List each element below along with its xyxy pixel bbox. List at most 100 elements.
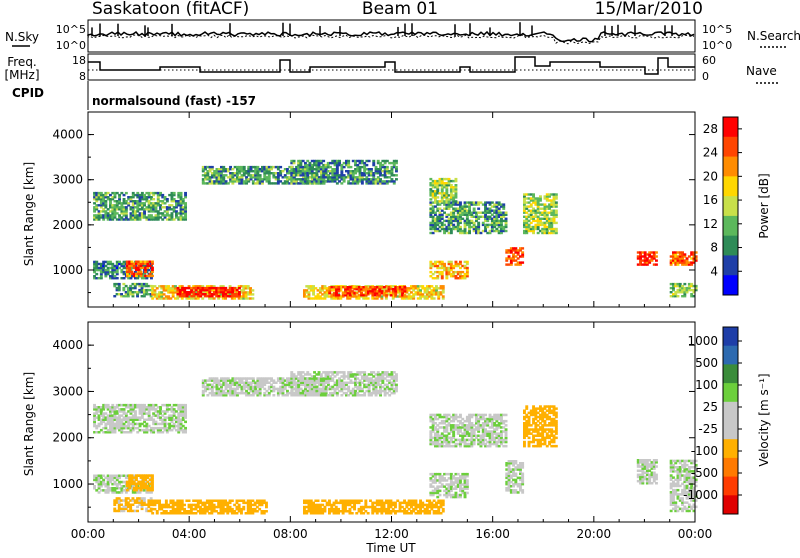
heatmap-cell: [229, 166, 232, 168]
heatmap-cell: [328, 290, 331, 292]
colorbar-tick-label: 24: [703, 146, 718, 160]
power-y-axis-label: Slant Range [km]: [22, 162, 36, 266]
heatmap-cell: [655, 255, 658, 257]
heatmap-cell: [279, 166, 282, 168]
heatmap-cell: [555, 214, 558, 216]
heatmap-cell: [140, 271, 143, 273]
heatmap-cell: [395, 174, 398, 176]
heatmap-cell: [448, 208, 451, 210]
colorbar-segment: [723, 176, 738, 196]
heatmap-cell: [466, 263, 469, 265]
colorbar-segment: [723, 236, 738, 256]
heatmap-cell: [247, 180, 250, 182]
heatmap-cell: [265, 510, 268, 513]
heatmap-cell: [125, 210, 128, 212]
heatmap-cell: [166, 210, 169, 212]
heatmap-cell: [368, 160, 371, 162]
heatmap-cell: [655, 259, 658, 261]
heatmap-cell: [312, 289, 315, 291]
nave-label: Nave: [746, 64, 777, 78]
heatmap-cell: [555, 193, 558, 195]
heatmap-cell: [436, 188, 439, 190]
heatmap-cell: [441, 214, 444, 216]
heatmap-cell: [231, 168, 234, 170]
heatmap-cell: [379, 178, 382, 180]
heatmap-cell: [343, 371, 346, 374]
heatmap-cell: [116, 277, 119, 279]
heatmap-cell: [184, 210, 187, 212]
heatmap-cell: [299, 162, 302, 164]
heatmap-cell: [93, 210, 96, 212]
heatmap-cell: [211, 166, 214, 168]
heatmap-cell: [338, 160, 341, 162]
heatmap-cell: [455, 194, 458, 196]
heatmap-cell: [442, 285, 445, 287]
heatmap-cell: [93, 485, 96, 488]
heatmap-cell: [498, 208, 501, 210]
heatmap-cell: [173, 192, 176, 194]
heatmap-cell: [445, 188, 448, 190]
colorbar-tick-label: 20: [703, 169, 718, 183]
colorbar-segment: [723, 255, 738, 275]
heatmap-cell: [466, 275, 469, 277]
heatmap-cell: [125, 192, 128, 194]
velocity-heatmap-cells: [93, 371, 698, 514]
heatmap-cell: [395, 160, 398, 162]
nsky-label: N.Sky: [5, 30, 39, 44]
noise-search-trace: [88, 35, 694, 44]
heatmap-cell: [261, 180, 264, 182]
heatmap-cell: [477, 226, 480, 228]
heatmap-cell: [651, 259, 654, 261]
heatmap-cell: [184, 192, 187, 194]
heatmap-cell: [315, 174, 318, 176]
heatmap-cell: [224, 297, 227, 299]
heatmap-cell: [150, 214, 153, 216]
heatmap-cell: [152, 198, 155, 200]
heatmap-cell: [505, 220, 508, 222]
heatmap-cell: [372, 160, 375, 162]
heatmap-cell: [361, 180, 364, 182]
heatmap-cell: [436, 196, 439, 198]
heatmap-cell: [104, 202, 107, 204]
heatmap-cell: [505, 212, 508, 214]
heatmap-cell: [270, 168, 273, 170]
heatmap-cell: [343, 180, 346, 182]
colorbar-segment: [723, 216, 738, 236]
heatmap-cell: [363, 371, 366, 374]
heatmap-cell: [442, 295, 445, 297]
heatmap-cell: [150, 497, 153, 500]
heatmap-cell: [340, 168, 343, 170]
heatmap-cell: [143, 497, 146, 500]
heatmap-cell: [436, 275, 439, 277]
heatmap-cell: [251, 289, 254, 291]
heatmap-cell: [104, 275, 107, 277]
heatmap-cell: [539, 195, 542, 197]
heatmap-cell: [412, 295, 415, 297]
heatmap-cell: [437, 295, 440, 297]
heatmap-cell: [505, 259, 508, 261]
heatmap-cell: [251, 297, 254, 299]
heatmap-cell: [359, 168, 362, 170]
heatmap-cell: [655, 251, 658, 253]
heatmap-cell: [238, 504, 241, 507]
heatmap-cell: [302, 160, 305, 162]
heatmap-cell: [164, 202, 167, 204]
heatmap-cell: [386, 166, 389, 168]
heatmap-cell: [302, 174, 305, 176]
colorbar-tick-label: 4: [710, 264, 718, 278]
heatmap-cell: [329, 166, 332, 168]
heatmap-cell: [486, 220, 489, 222]
colorbar-tick-label: 12: [703, 217, 718, 231]
y-tick-label: 2000: [52, 218, 83, 232]
heatmap-cell: [151, 512, 154, 515]
heatmap-cell: [213, 297, 216, 299]
noise-right-tick-bottom: 10^0: [702, 39, 732, 52]
heatmap-cell: [555, 201, 558, 203]
heatmap-cell: [157, 196, 160, 198]
heatmap-cell: [459, 201, 462, 203]
power-colorbar-label: Power [dB]: [757, 173, 771, 238]
heatmap-cell: [134, 410, 137, 413]
heatmap-cell: [151, 261, 154, 263]
